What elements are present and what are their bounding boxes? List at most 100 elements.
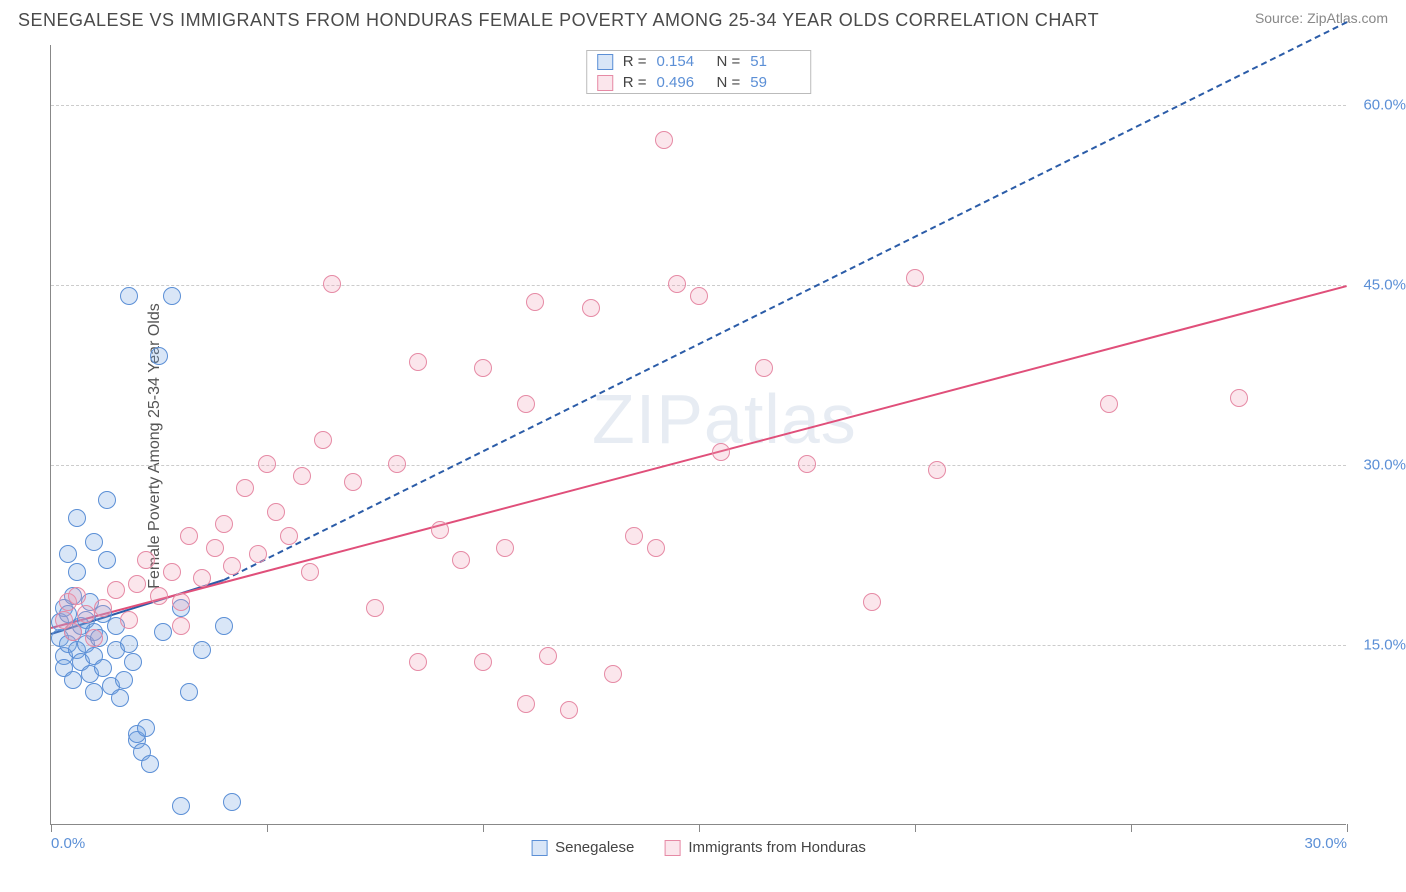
legend-swatch [597, 54, 613, 70]
data-point [85, 533, 103, 551]
data-point [64, 671, 82, 689]
data-point [863, 593, 881, 611]
y-tick-label: 30.0% [1351, 457, 1406, 474]
gridline [51, 285, 1346, 286]
data-point [141, 755, 159, 773]
x-tick [1347, 824, 1348, 832]
data-point [690, 287, 708, 305]
data-point [655, 131, 673, 149]
data-point [409, 653, 427, 671]
stat-label-n: N = [717, 74, 741, 91]
data-point [193, 569, 211, 587]
stats-row: R =0.154N =51 [587, 51, 811, 72]
data-point [172, 797, 190, 815]
data-point [474, 359, 492, 377]
data-point [137, 719, 155, 737]
stats-legend: R =0.154N =51R =0.496N =59 [586, 50, 812, 94]
source-attribution: Source: ZipAtlas.com [1255, 10, 1388, 26]
data-point [120, 635, 138, 653]
legend-item: Immigrants from Honduras [664, 839, 866, 856]
data-point [172, 593, 190, 611]
data-point [94, 599, 112, 617]
data-point [154, 623, 172, 641]
data-point [258, 455, 276, 473]
x-tick [51, 824, 52, 832]
data-point [712, 443, 730, 461]
data-point [366, 599, 384, 617]
chart-title: SENEGALESE VS IMMIGRANTS FROM HONDURAS F… [18, 10, 1099, 31]
stat-value-n: 51 [750, 53, 800, 70]
data-point [215, 515, 233, 533]
x-tick-label: 0.0% [51, 835, 85, 852]
series-legend: Senegalese Immigrants from Honduras [531, 839, 866, 856]
data-point [323, 275, 341, 293]
data-point [150, 347, 168, 365]
gridline [51, 105, 1346, 106]
data-point [539, 647, 557, 665]
x-tick [699, 824, 700, 832]
data-point [301, 563, 319, 581]
data-point [223, 557, 241, 575]
data-point [906, 269, 924, 287]
legend-label: Senegalese [555, 839, 634, 856]
data-point [206, 539, 224, 557]
stats-row: R =0.496N =59 [587, 72, 811, 93]
data-point [85, 683, 103, 701]
data-point [150, 587, 168, 605]
data-point [115, 671, 133, 689]
data-point [474, 653, 492, 671]
stat-value-n: 59 [750, 74, 800, 91]
data-point [180, 527, 198, 545]
data-point [64, 623, 82, 641]
data-point [1100, 395, 1118, 413]
data-point [172, 617, 190, 635]
data-point [604, 665, 622, 683]
data-point [526, 293, 544, 311]
x-tick [1131, 824, 1132, 832]
x-tick [915, 824, 916, 832]
data-point [124, 653, 142, 671]
data-point [77, 605, 95, 623]
gridline [51, 645, 1346, 646]
gridline [51, 465, 1346, 466]
data-point [68, 509, 86, 527]
data-point [107, 581, 125, 599]
x-tick [267, 824, 268, 832]
data-point [163, 563, 181, 581]
y-tick-label: 15.0% [1351, 637, 1406, 654]
data-point [798, 455, 816, 473]
data-point [120, 611, 138, 629]
data-point [59, 545, 77, 563]
data-point [344, 473, 362, 491]
legend-swatch [664, 840, 680, 856]
plot-area: ZIPatlas R =0.154N =51R =0.496N =59 Sene… [50, 45, 1346, 825]
data-point [755, 359, 773, 377]
data-point [1230, 389, 1248, 407]
data-point [223, 793, 241, 811]
data-point [560, 701, 578, 719]
y-tick-label: 60.0% [1351, 97, 1406, 114]
legend-swatch [531, 840, 547, 856]
data-point [236, 479, 254, 497]
x-tick-label: 30.0% [1304, 835, 1347, 852]
data-point [193, 641, 211, 659]
stat-value-r: 0.496 [657, 74, 707, 91]
data-point [293, 467, 311, 485]
data-point [647, 539, 665, 557]
data-point [180, 683, 198, 701]
stat-value-r: 0.154 [657, 53, 707, 70]
y-tick-label: 45.0% [1351, 277, 1406, 294]
data-point [249, 545, 267, 563]
data-point [267, 503, 285, 521]
data-point [85, 629, 103, 647]
data-point [128, 575, 146, 593]
stat-label-r: R = [623, 53, 647, 70]
data-point [98, 491, 116, 509]
data-point [668, 275, 686, 293]
data-point [431, 521, 449, 539]
x-tick [483, 824, 484, 832]
legend-label: Immigrants from Honduras [688, 839, 866, 856]
data-point [280, 527, 298, 545]
data-point [517, 395, 535, 413]
data-point [409, 353, 427, 371]
